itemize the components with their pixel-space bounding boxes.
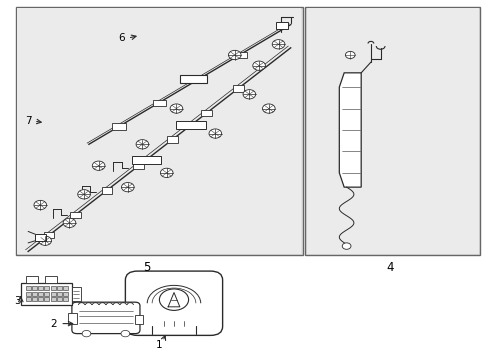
Bar	[112, 123, 126, 130]
Circle shape	[82, 330, 91, 337]
Circle shape	[262, 104, 275, 113]
Circle shape	[243, 90, 255, 99]
Text: 5: 5	[143, 261, 151, 274]
Circle shape	[252, 61, 265, 70]
Bar	[72, 287, 81, 301]
Circle shape	[272, 40, 285, 49]
Bar	[70, 212, 81, 218]
Polygon shape	[339, 73, 361, 187]
Bar	[176, 121, 205, 130]
Circle shape	[121, 183, 134, 192]
Bar	[63, 297, 68, 301]
Bar	[201, 110, 212, 116]
Circle shape	[78, 190, 90, 199]
Bar	[32, 286, 37, 290]
Bar	[152, 99, 166, 106]
Text: 6: 6	[119, 33, 125, 43]
Bar	[51, 286, 56, 290]
Bar	[68, 313, 77, 324]
Circle shape	[34, 201, 46, 210]
Bar	[26, 297, 30, 301]
Text: 4: 4	[386, 261, 393, 274]
Bar	[44, 297, 49, 301]
Circle shape	[345, 51, 354, 59]
Bar	[232, 85, 243, 92]
Bar	[38, 297, 43, 301]
Bar	[131, 156, 161, 164]
Circle shape	[208, 129, 221, 138]
Bar	[18, 8, 301, 254]
Bar	[57, 292, 61, 296]
Bar	[305, 7, 479, 255]
Bar	[45, 276, 57, 283]
Circle shape	[39, 236, 51, 246]
Bar	[32, 292, 37, 296]
Bar	[63, 286, 68, 290]
Bar	[51, 297, 56, 301]
Bar	[102, 187, 112, 194]
Bar	[32, 297, 37, 301]
Bar	[16, 7, 302, 255]
Circle shape	[63, 218, 76, 228]
Bar	[167, 136, 178, 143]
FancyBboxPatch shape	[125, 271, 222, 336]
Bar	[44, 232, 54, 238]
Bar	[276, 22, 287, 29]
Bar	[306, 8, 478, 254]
Text: 1: 1	[156, 340, 163, 350]
Text: 2: 2	[50, 319, 57, 329]
FancyBboxPatch shape	[72, 302, 140, 334]
Bar	[63, 292, 68, 296]
Circle shape	[228, 50, 241, 60]
Circle shape	[121, 330, 129, 337]
Text: 3: 3	[14, 296, 20, 306]
Circle shape	[170, 104, 183, 113]
Circle shape	[160, 168, 173, 177]
Bar	[44, 286, 49, 290]
Bar	[38, 286, 43, 290]
Bar	[193, 76, 206, 82]
Bar	[233, 52, 246, 58]
Circle shape	[92, 161, 105, 170]
Bar	[57, 297, 61, 301]
Bar	[38, 292, 43, 296]
Bar	[26, 292, 30, 296]
Bar	[26, 276, 38, 283]
Bar	[21, 283, 72, 305]
Circle shape	[159, 289, 188, 310]
Bar	[135, 315, 142, 324]
Circle shape	[136, 140, 148, 149]
Circle shape	[342, 243, 350, 249]
Bar	[35, 234, 46, 241]
Bar	[57, 286, 61, 290]
Bar	[133, 163, 143, 169]
Bar	[44, 292, 49, 296]
Text: 7: 7	[25, 116, 31, 126]
Bar	[180, 75, 207, 83]
Bar	[51, 292, 56, 296]
Bar	[26, 286, 30, 290]
